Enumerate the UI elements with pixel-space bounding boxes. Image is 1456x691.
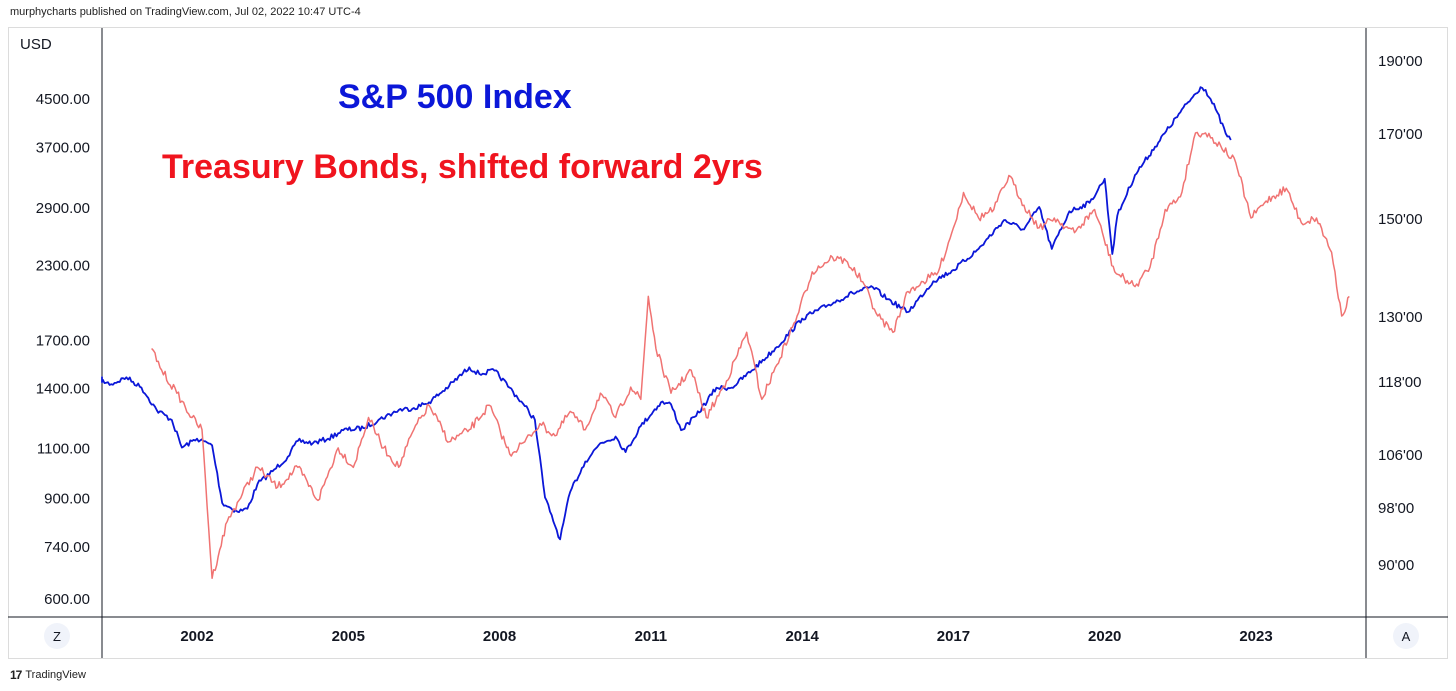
right-tick-label: 98'00 bbox=[1378, 500, 1414, 517]
footer: 17 TradingView bbox=[10, 668, 86, 682]
x-tick-label: 2008 bbox=[483, 628, 516, 645]
auto-scale-a-button[interactable]: A bbox=[1393, 623, 1419, 649]
chart-panel[interactable] bbox=[8, 27, 1448, 659]
bonds-series-line bbox=[151, 131, 1350, 580]
x-tick-label: 2014 bbox=[785, 628, 819, 645]
right-tick-label: 106'00 bbox=[1378, 447, 1423, 464]
x-tick-label: 2002 bbox=[180, 628, 213, 645]
x-tick-label: 2020 bbox=[1088, 628, 1121, 645]
x-tick-label: 2017 bbox=[937, 628, 970, 645]
currency-label: USD bbox=[20, 36, 52, 53]
left-tick-label: 900.00 bbox=[44, 490, 90, 507]
left-tick-label: 3700.00 bbox=[36, 140, 90, 157]
right-tick-label: 150'00 bbox=[1378, 211, 1423, 228]
tradingview-logo-icon: 17 bbox=[10, 668, 22, 682]
right-tick-label: 130'00 bbox=[1378, 309, 1423, 326]
sp500-series-line bbox=[101, 86, 1232, 541]
left-tick-label: 4500.00 bbox=[36, 91, 90, 108]
right-tick-label: 90'00 bbox=[1378, 557, 1414, 574]
sp500-annotation: S&P 500 Index bbox=[338, 78, 572, 116]
right-tick-label: 190'00 bbox=[1378, 53, 1423, 70]
left-axis-ticks: 4500.00 3700.00 2900.00 2300.00 1700.00 1400.… bbox=[36, 91, 90, 608]
left-tick-label: 600.00 bbox=[44, 591, 90, 608]
left-tick-label: 2300.00 bbox=[36, 258, 90, 275]
left-tick-label: 1100.00 bbox=[37, 441, 90, 458]
tradingview-label[interactable]: TradingView bbox=[25, 669, 86, 681]
x-tick-label: 2023 bbox=[1239, 628, 1272, 645]
bonds-annotation: Treasury Bonds, shifted forward 2yrs bbox=[162, 148, 763, 186]
publish-info: murphycharts published on TradingView.co… bbox=[10, 6, 361, 18]
right-tick-label: 170'00 bbox=[1378, 126, 1423, 143]
right-axis-ticks: 190'00 170'00 150'00 130'00 118'00 106'00 98'0… bbox=[1378, 53, 1423, 574]
left-tick-label: 740.00 bbox=[44, 539, 90, 556]
left-tick-label: 1700.00 bbox=[36, 333, 90, 350]
auto-scale-z-button[interactable]: Z bbox=[44, 623, 70, 649]
right-tick-label: 118'00 bbox=[1378, 374, 1421, 391]
x-tick-label: 2011 bbox=[635, 628, 668, 645]
left-tick-label: 1400.00 bbox=[36, 381, 90, 398]
left-tick-label: 2900.00 bbox=[36, 200, 90, 217]
series-group bbox=[101, 86, 1350, 580]
x-axis-ticks: 2002 2005 2008 2011 2014 2017 2020 2023 bbox=[180, 628, 1272, 645]
x-tick-label: 2005 bbox=[332, 628, 365, 645]
